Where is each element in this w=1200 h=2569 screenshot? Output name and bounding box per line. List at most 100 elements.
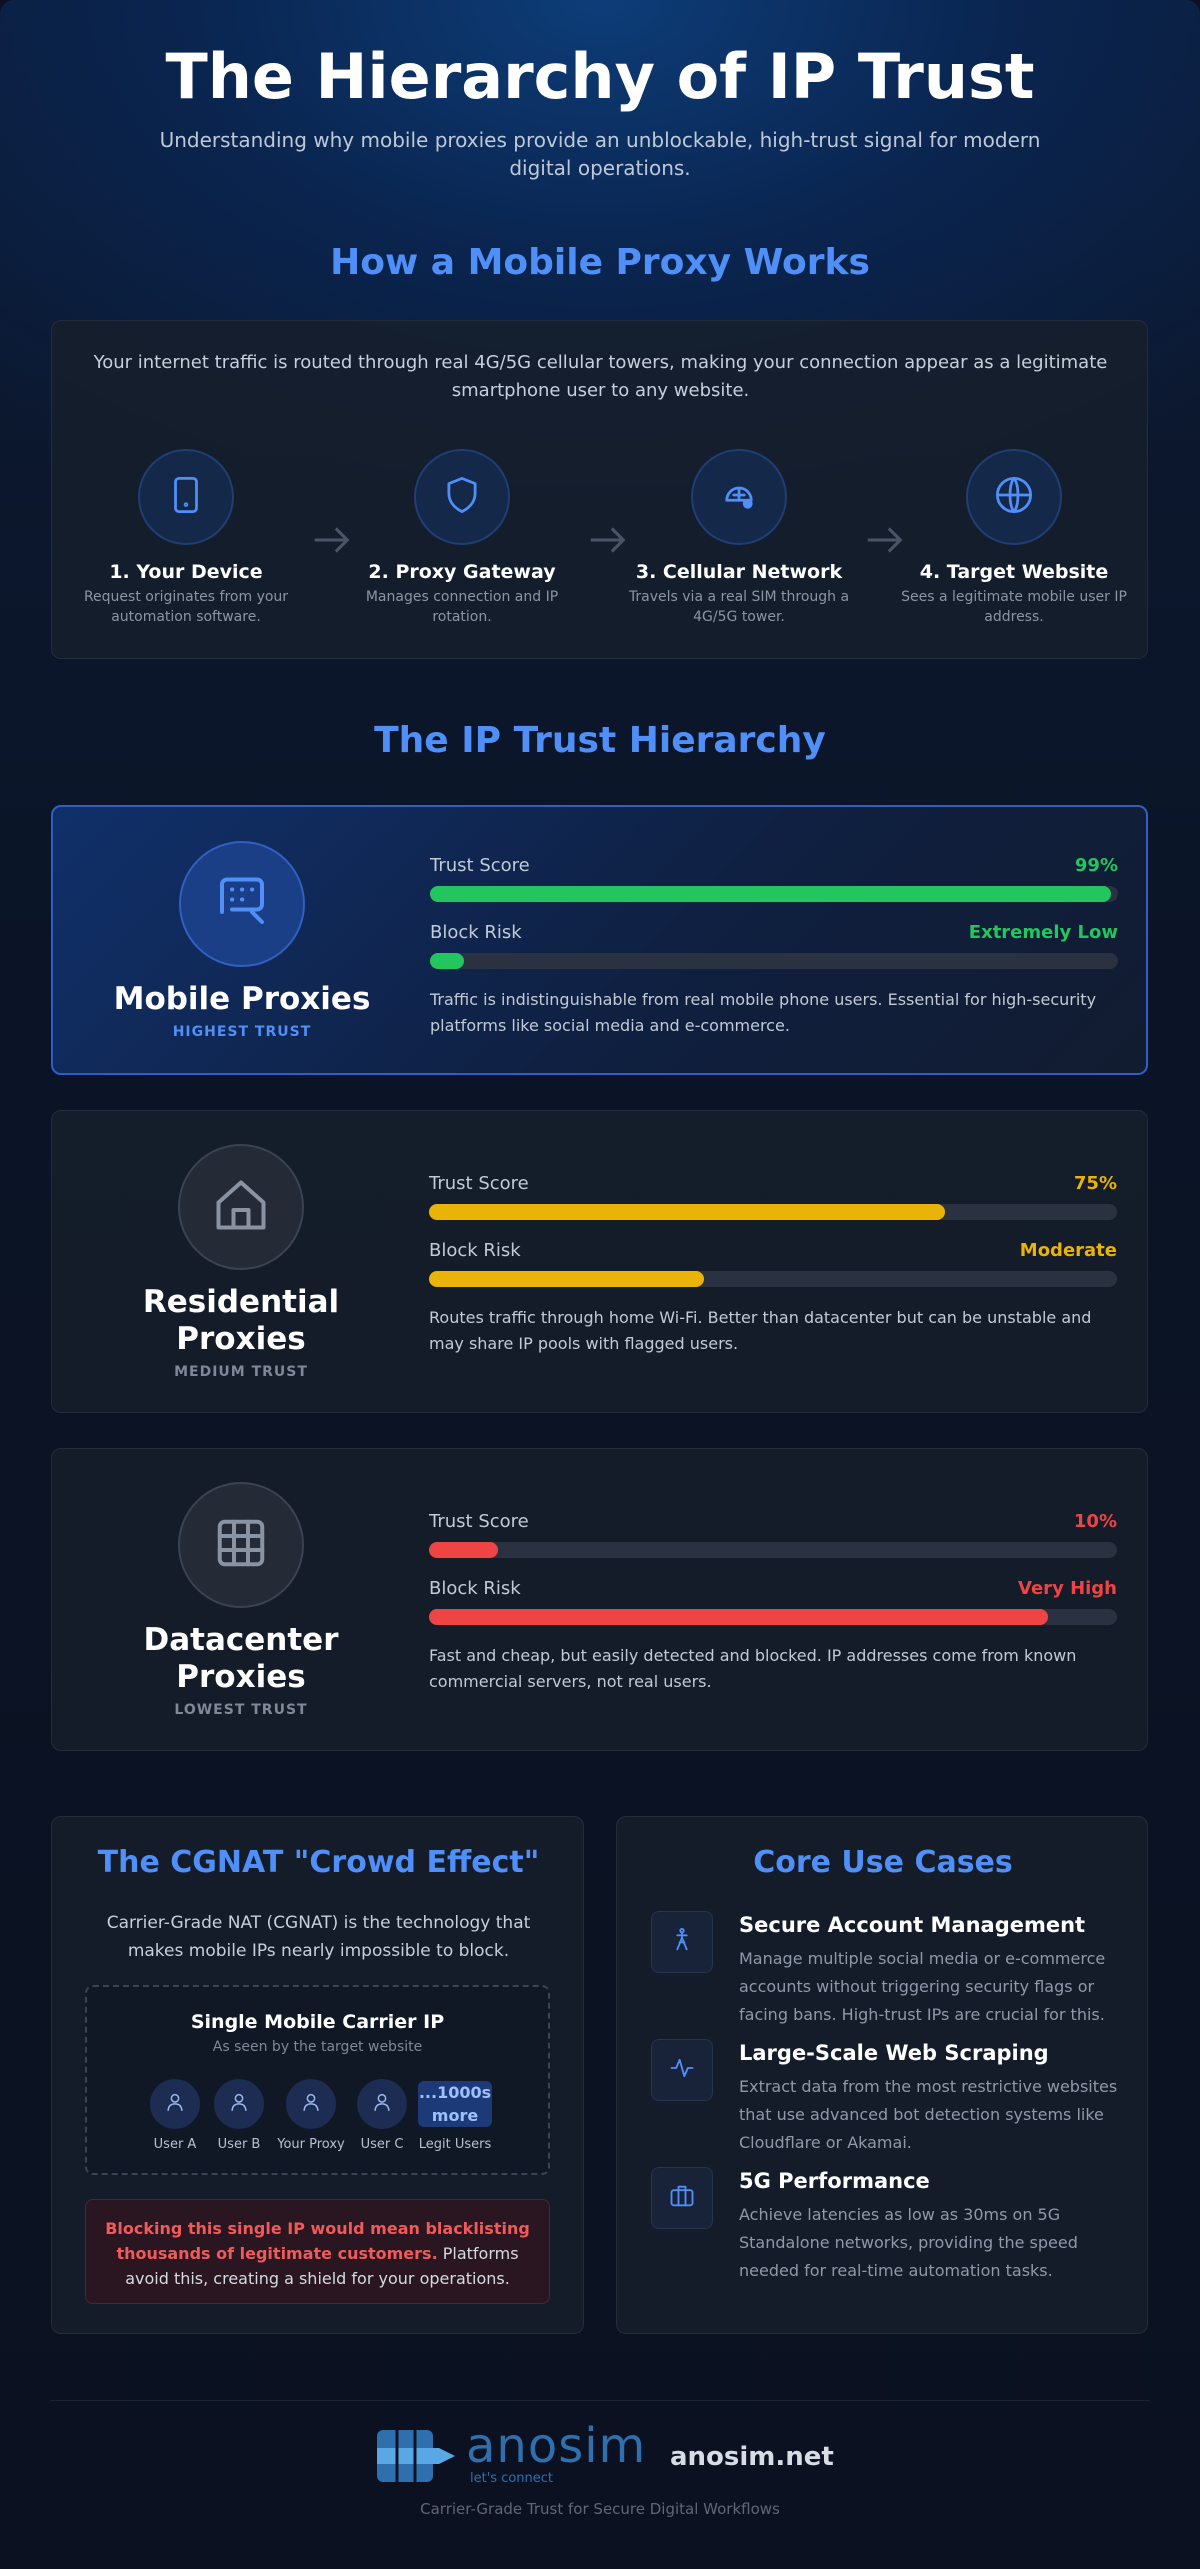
stat-row: Trust Score 10% xyxy=(429,1511,1117,1532)
subtitle: Understanding why mobile proxies provide… xyxy=(159,128,1041,180)
icon-wrap xyxy=(668,2054,696,2086)
user-label: User B xyxy=(217,2137,261,2152)
icon-wrap xyxy=(165,474,207,520)
cgnat-title: The CGNAT "Crowd Effect" xyxy=(97,1845,540,1880)
bar-fill xyxy=(430,886,1112,902)
step-desc: Travels via a real SIM through a 4G/5G t… xyxy=(628,589,850,625)
use-cases-title: Core Use Cases xyxy=(753,1845,1013,1880)
icon-wrap xyxy=(212,872,272,936)
icon xyxy=(167,2093,183,2111)
use-case-description: Achieve latencies as low as 30ms on 5G S… xyxy=(739,2205,1078,2280)
icon xyxy=(174,476,198,514)
use-case-description: Extract data from the most restrictive w… xyxy=(739,2077,1118,2152)
stat-value: 10% xyxy=(1073,1511,1117,1532)
tier-description: Fast and cheap, but easily detected and … xyxy=(429,1646,1077,1691)
box-subtitle: As seen by the target website xyxy=(212,2039,423,2055)
stat-value: Moderate xyxy=(1019,1240,1117,1261)
use-case-icon xyxy=(651,1911,713,1973)
arrow-icon xyxy=(314,527,350,553)
icon-wrap xyxy=(371,2091,393,2117)
step-title: 2. Proxy Gateway xyxy=(368,561,556,583)
tier-left: Mobile Proxies HIGHEST TRUST xyxy=(53,807,431,1073)
icon-wrap xyxy=(668,2182,696,2214)
logo-mark xyxy=(377,2430,455,2482)
icon-wrap xyxy=(718,474,760,520)
section-title: How a Mobile Proxy Works xyxy=(330,242,870,283)
icon xyxy=(231,2093,247,2111)
use-case-title: 5G Performance xyxy=(739,2169,930,2193)
stat-value: 75% xyxy=(1073,1173,1117,1194)
bar-fill xyxy=(429,1542,498,1558)
arrow-icon xyxy=(867,527,903,553)
logo-text: anosim xyxy=(466,2418,647,2474)
icon xyxy=(995,476,1033,514)
user-icon xyxy=(214,2079,264,2129)
user-label: Your Proxy xyxy=(277,2137,345,2152)
step-icon xyxy=(138,449,234,545)
stat-row: Trust Score 75% xyxy=(429,1173,1117,1194)
step-title: 3. Cellular Network xyxy=(635,561,843,583)
divider xyxy=(50,2400,1150,2401)
tier-left: Residential Proxies MEDIUM TRUST xyxy=(52,1111,430,1412)
tier-card: Mobile Proxies HIGHEST TRUST Trust Score 99… xyxy=(51,805,1148,1075)
user-label: User C xyxy=(360,2137,404,2152)
tier-icon xyxy=(179,840,305,967)
cgnat-box: Single Mobile Carrier IP As seen by the … xyxy=(85,1985,550,2175)
arrow xyxy=(862,517,908,567)
tier-badge: MEDIUM TRUST xyxy=(174,1363,308,1380)
title: The Hierarchy of IP Trust xyxy=(165,40,1035,113)
stat-row: Block Risk Moderate xyxy=(429,1240,1117,1261)
cgnat-intro: Carrier-Grade NAT (CGNAT) is the technol… xyxy=(106,1913,531,1961)
use-case-icon xyxy=(651,2039,713,2101)
icon-wrap xyxy=(211,1513,271,1577)
stat-label: Block Risk xyxy=(430,922,522,943)
icon-wrap xyxy=(993,474,1035,520)
warning: Blocking this single IP would mean black… xyxy=(85,2199,550,2304)
section-title: The IP Trust Hierarchy xyxy=(374,720,826,761)
bar-fill xyxy=(429,1204,945,1220)
bar-fill xyxy=(429,1609,1049,1625)
use-case-title: Large-Scale Web Scraping xyxy=(739,2041,1049,2065)
use-cases-card: Core Use Cases Secure Account Management… xyxy=(616,1816,1148,2334)
icon-wrap xyxy=(300,2091,322,2117)
bar-track xyxy=(429,1204,1117,1220)
tier-name: Residential Proxies xyxy=(142,1283,340,1357)
box-title: Single Mobile Carrier IP xyxy=(190,2011,445,2033)
tier-description: Traffic is indistinguishable from real m… xyxy=(430,990,1097,1035)
stat-label: Block Risk xyxy=(429,1240,521,1261)
bar-track xyxy=(430,886,1118,902)
bar-track xyxy=(429,1542,1117,1558)
icon-wrap xyxy=(211,1175,271,1239)
stat-row: Trust Score 99% xyxy=(430,855,1118,876)
cgnat-card: The CGNAT "Crowd Effect" Carrier-Grade N… xyxy=(51,1816,584,2334)
step-icon xyxy=(966,449,1062,545)
icon-wrap xyxy=(164,2091,186,2117)
icon xyxy=(216,1180,266,1229)
icon xyxy=(447,476,477,514)
icon-wrap xyxy=(228,2091,250,2117)
tier-left: Datacenter Proxies LOWEST TRUST xyxy=(52,1449,430,1750)
user-label: Legit Users xyxy=(418,2137,492,2152)
icon xyxy=(670,2058,694,2078)
tier-icon xyxy=(178,1143,304,1270)
stat-label: Block Risk xyxy=(429,1578,521,1599)
warning-text: Platforms avoid this, creating a shield … xyxy=(125,2244,519,2288)
bar-fill xyxy=(429,1271,705,1287)
logo-tagline: let's connect xyxy=(470,2471,554,2486)
stat-label: Trust Score xyxy=(429,1173,529,1194)
user-icon xyxy=(286,2079,336,2129)
tier-stats: Trust Score 99% Block Risk Extremely Low Tra… xyxy=(430,855,1118,1039)
stat-row: Block Risk Extremely Low xyxy=(430,922,1118,943)
icon xyxy=(670,2185,694,2207)
user-icon xyxy=(357,2079,407,2129)
arrow xyxy=(309,517,355,567)
icon xyxy=(217,1519,265,1566)
tier-badge: LOWEST TRUST xyxy=(174,1701,308,1718)
how-card: Your internet traffic is routed through … xyxy=(51,320,1148,659)
use-case-description: Manage multiple social media or e-commer… xyxy=(739,1949,1106,2024)
user-label: User A xyxy=(153,2137,197,2152)
bar-track xyxy=(430,953,1118,969)
step-icon xyxy=(691,449,787,545)
stat-value: 99% xyxy=(1074,855,1118,876)
bar-fill xyxy=(430,953,465,969)
